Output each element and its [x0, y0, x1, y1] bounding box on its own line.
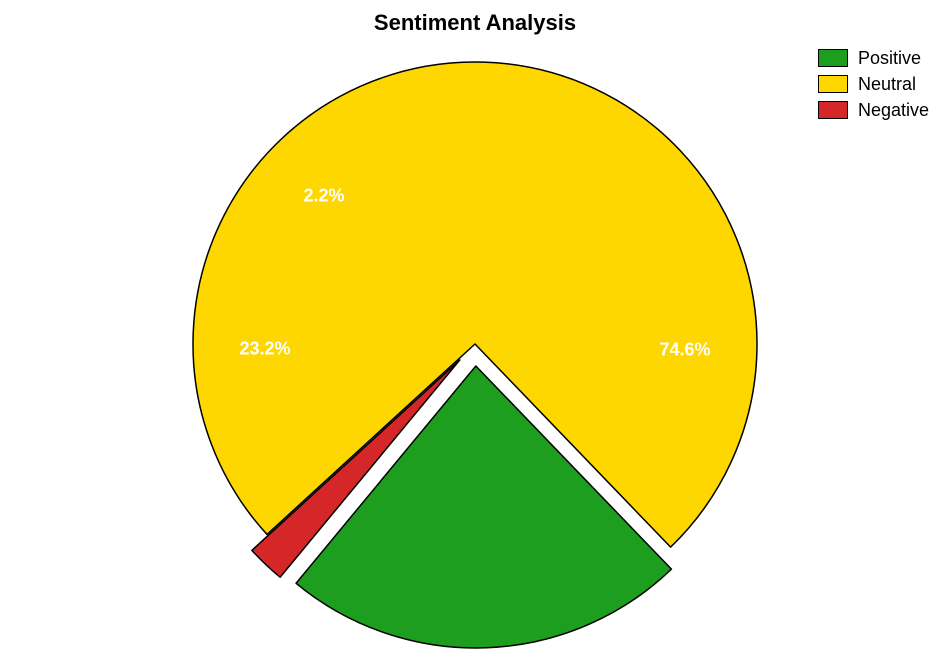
legend-label-negative: Negative [858, 100, 929, 121]
pie-svg [0, 0, 950, 662]
pie-label-neutral: 74.6% [659, 340, 710, 361]
pie-label-positive: 23.2% [239, 339, 290, 360]
legend-item-negative: Negative [818, 99, 929, 121]
legend-swatch-negative [818, 101, 848, 119]
pie-label-negative: 2.2% [303, 186, 344, 207]
legend-item-positive: Positive [818, 47, 929, 69]
legend-label-neutral: Neutral [858, 74, 916, 95]
legend-item-neutral: Neutral [818, 73, 929, 95]
legend: Positive Neutral Negative [818, 47, 929, 125]
legend-label-positive: Positive [858, 48, 921, 69]
sentiment-pie-chart: Sentiment Analysis 74.6%23.2%2.2% Positi… [0, 0, 950, 662]
legend-swatch-neutral [818, 75, 848, 93]
legend-swatch-positive [818, 49, 848, 67]
